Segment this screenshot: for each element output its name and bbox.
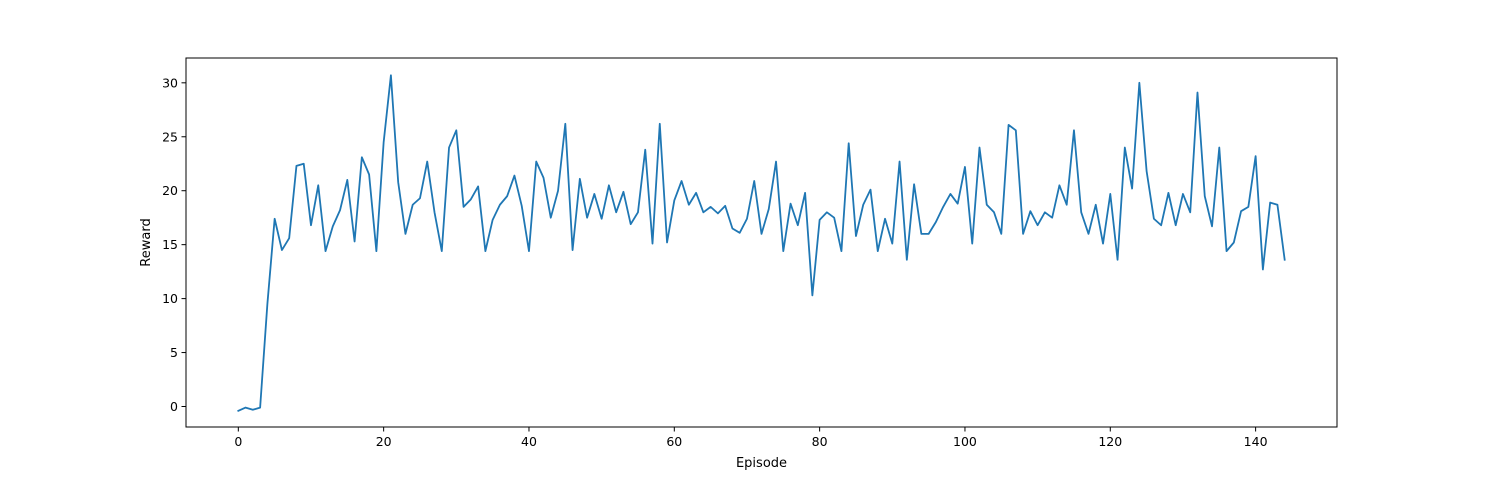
x-tick-label-60: 60 [666, 434, 682, 449]
x-tick-label-120: 120 [1098, 434, 1122, 449]
series-line-0 [237, 74, 1286, 413]
x-tick-label-100: 100 [953, 434, 977, 449]
y-tick-label-25: 25 [162, 129, 178, 144]
y-tick-label-10: 10 [162, 291, 178, 306]
x-tick-label-140: 140 [1244, 434, 1268, 449]
x-tick-label-40: 40 [521, 434, 537, 449]
x-axis-label: Episode [736, 456, 787, 471]
y-tick-label-15: 15 [162, 237, 178, 252]
x-tick-label-20: 20 [376, 434, 392, 449]
y-tick-label-0: 0 [170, 399, 178, 414]
y-tick-label-30: 30 [162, 75, 178, 90]
axes-frame [185, 57, 1338, 428]
y-tick-label-20: 20 [162, 183, 178, 198]
plot-area: 0 20 40 60 80 100 120 140 0 5 10 15 20 25 30 [162, 57, 1338, 449]
x-tick-label-80: 80 [812, 434, 828, 449]
y-tick-label-5: 5 [170, 345, 178, 360]
x-tick-label-0: 0 [234, 434, 242, 449]
y-axis-label: Reward [139, 218, 154, 266]
